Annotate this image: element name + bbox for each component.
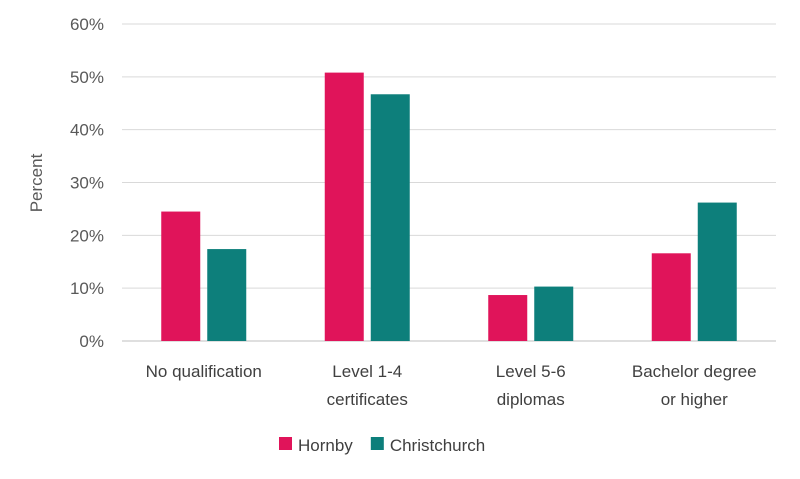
category-labels: No qualification Level 1-4 certificates Lev… <box>146 362 757 409</box>
bar-christchurch <box>697 202 737 341</box>
y-axis-title: Percent <box>27 153 46 212</box>
bar-christchurch <box>207 249 247 341</box>
category-label: Bachelor degree <box>632 362 757 381</box>
category-label: No qualification <box>146 362 262 381</box>
category-label: certificates <box>327 390 408 409</box>
legend-label: Hornby <box>298 436 353 455</box>
bar-christchurch <box>370 94 410 341</box>
bar-hornby <box>161 211 201 341</box>
y-tick-label: 10% <box>70 279 104 298</box>
y-tick-label: 60% <box>70 15 104 34</box>
legend-swatch <box>279 437 292 450</box>
y-tick-label: 20% <box>70 226 104 245</box>
y-tick-label: 0% <box>79 332 104 351</box>
category-label: diplomas <box>497 390 565 409</box>
bar-hornby <box>488 295 528 341</box>
bars <box>161 72 737 342</box>
legend: Hornby Christchurch <box>279 436 485 455</box>
legend-swatch <box>370 437 384 450</box>
bar-hornby <box>651 253 691 341</box>
legend-label: Christchurch <box>390 436 485 455</box>
bar-christchurch <box>534 286 574 341</box>
bar-hornby <box>324 72 364 342</box>
category-label: Level 1-4 <box>332 362 402 381</box>
category-label: Level 5-6 <box>496 362 566 381</box>
y-tick-label: 30% <box>70 174 104 193</box>
y-tick-label: 50% <box>70 68 104 87</box>
y-axis-ticks: 0% 10% 20% 30% 40% 50% 60% <box>70 15 104 351</box>
category-label: or higher <box>661 390 728 409</box>
y-tick-label: 40% <box>70 121 104 140</box>
